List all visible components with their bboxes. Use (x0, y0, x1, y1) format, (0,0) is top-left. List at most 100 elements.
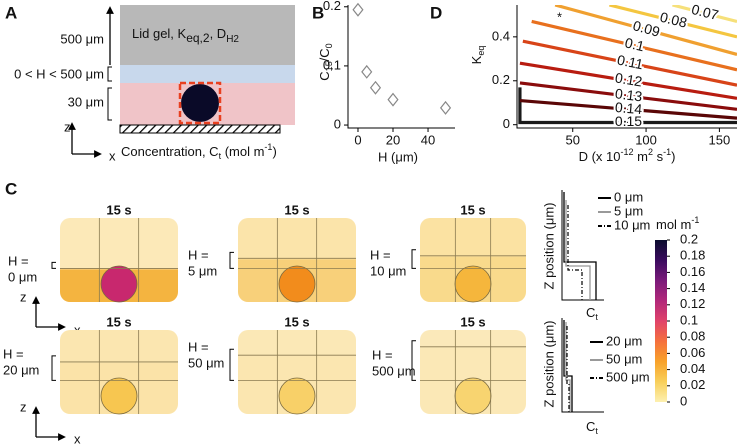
contour-label: 0.15 (615, 113, 642, 129)
legend-entry: 50 μm (606, 351, 642, 366)
h-label: H = (188, 247, 209, 262)
thickness-label: 0 < H < 500 μm (14, 66, 104, 81)
frame (60, 330, 178, 415)
y-tick-label: 0.2 (323, 0, 341, 13)
thickness-label: 500 μm (60, 31, 104, 46)
bracket (107, 66, 112, 82)
contour-line (519, 61, 737, 100)
panel-label: C (5, 179, 17, 198)
y-tick-label: 0.4 (492, 28, 510, 43)
frame (420, 218, 526, 303)
point (439, 100, 452, 115)
colorbar-tick-label: 0.12 (680, 296, 705, 311)
caption: Concentration, Ct (mol m-1) (121, 142, 277, 161)
cell (454, 265, 492, 303)
y-axis-label: Keq (469, 46, 486, 65)
colorbar (655, 240, 667, 402)
colorbar-tick-label: 0.18 (680, 248, 705, 263)
axis-label: x (74, 431, 81, 445)
cell (100, 377, 138, 415)
profile-curve (565, 200, 591, 300)
axis (347, 5, 455, 129)
y-tick-label: 0.2 (492, 72, 510, 87)
colorbar-tick-label: 0.2 (680, 231, 698, 246)
gap-layer (120, 65, 295, 83)
contour-line (518, 87, 737, 125)
profile-curve (567, 205, 583, 300)
h-label: H = (372, 347, 393, 362)
frame-image (238, 218, 356, 302)
legend-entry: 500 μm (606, 369, 650, 384)
lid-label: Lid gel, Keq,2, DH2 (132, 26, 239, 45)
axis (516, 5, 737, 129)
profile-curve (563, 320, 573, 412)
contour-line (672, 5, 737, 24)
profile-plot: 0 μm 5 μm 10 μm Z position (μm) Ct 20 μm… (541, 189, 650, 436)
x-axis-label: Ct (586, 419, 598, 436)
contour-label: 0.14 (614, 99, 643, 117)
colorbar-tick-label: 0.14 (680, 280, 705, 295)
y-tick-label: 0.1 (323, 57, 341, 72)
colorbar-tick-label: 0.02 (680, 377, 705, 392)
legend-entry: 20 μm (606, 333, 642, 348)
contour-line (609, 5, 737, 39)
frame (238, 218, 356, 303)
frame-title: 15 s (284, 314, 309, 329)
frame-image (420, 330, 526, 414)
point (369, 80, 382, 95)
marker: * (557, 9, 562, 24)
contour-line (531, 19, 737, 72)
cell (454, 377, 492, 415)
contour-label: 0.13 (614, 85, 643, 104)
profile-curve (566, 326, 570, 412)
cell (100, 265, 138, 303)
h-label: H = (3, 346, 24, 361)
x-tick-label: 150 (709, 132, 731, 147)
x-axis-label: H (μm) (378, 149, 418, 164)
axis-label: z (64, 119, 71, 134)
colorbar-unit: mol m-1 (656, 215, 699, 232)
lid-layer (120, 5, 295, 65)
legend-entry: 10 μm (614, 217, 650, 232)
cell-box (178, 81, 222, 125)
contour-line (519, 81, 737, 111)
x-tick-label: 20 (386, 132, 400, 147)
frame (238, 330, 356, 415)
substrate (119, 124, 281, 134)
profile-curve (563, 192, 597, 300)
colorbar-tick-label: 0 (680, 393, 687, 408)
y-axis-label: Z position (μm) (541, 321, 556, 408)
axis (561, 318, 604, 413)
cell (278, 265, 316, 303)
x-tick-label: 50 (565, 132, 579, 147)
bracket (411, 340, 416, 381)
point (352, 2, 364, 17)
h-label: H = (188, 339, 209, 354)
contour-label: 0.08 (658, 9, 689, 31)
x-tick-label: 40 (421, 132, 435, 147)
frame-image (238, 330, 356, 414)
panel-label: D (430, 3, 442, 22)
contour-line (554, 5, 737, 56)
contour-line (519, 98, 737, 120)
frame-title: 15 s (106, 202, 131, 217)
frame-title: 15 s (460, 202, 485, 217)
colorbar-tick-label: 0.06 (680, 345, 705, 360)
legend-entry: 0 μm (614, 189, 643, 204)
frame-image (60, 330, 178, 414)
bracket (229, 348, 234, 381)
bracket (107, 87, 112, 121)
contour-label: 0.1 (623, 34, 646, 54)
frame-image (60, 218, 178, 302)
x-tick-label: 0 (354, 132, 361, 147)
h-label: H = (370, 247, 391, 262)
colorbar-tick-label: 0.04 (680, 361, 705, 376)
cell (181, 84, 219, 122)
colorbar-tick-label: 0.16 (680, 264, 705, 279)
panel-label: B (312, 3, 324, 22)
x-tick-label: 100 (635, 132, 657, 147)
colorbar-tick-label: 0.08 (680, 329, 705, 344)
frame-image (420, 218, 526, 302)
axis-label: x (74, 322, 81, 337)
